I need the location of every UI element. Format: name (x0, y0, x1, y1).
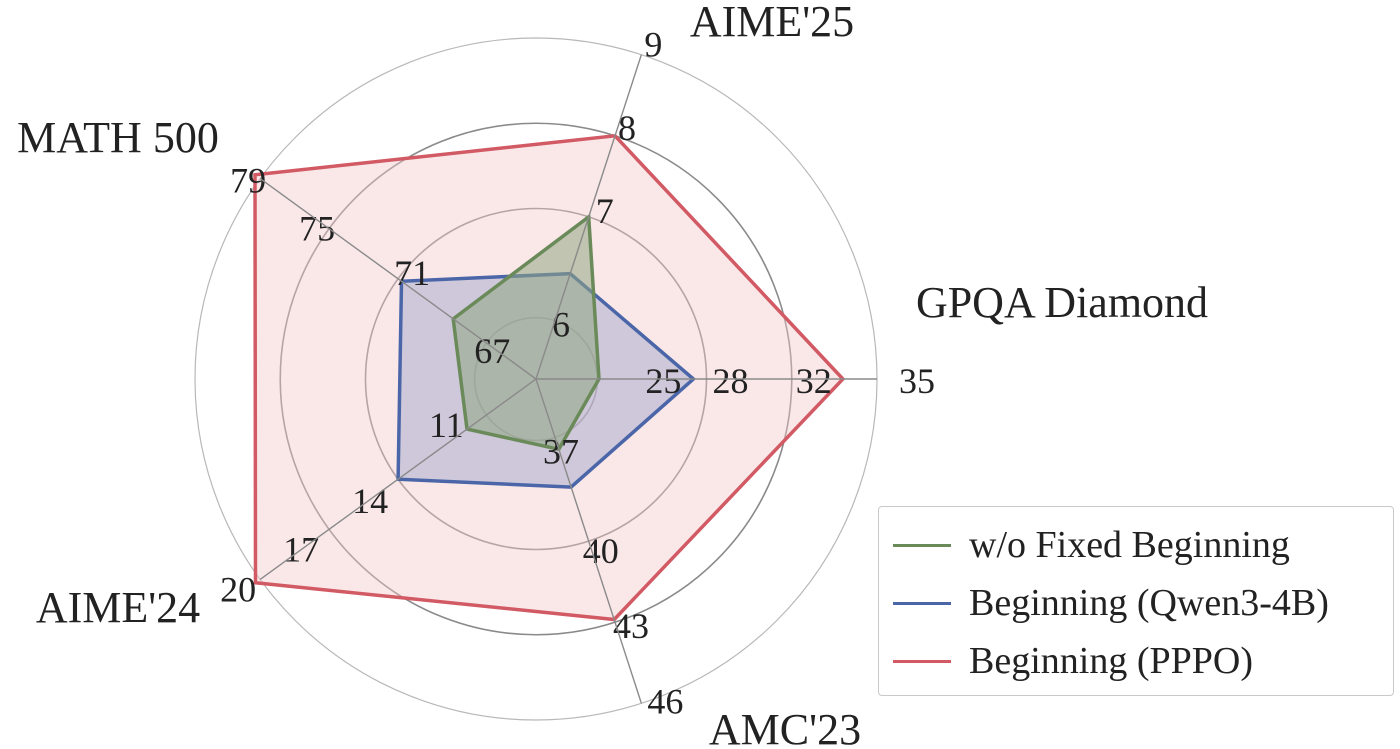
tick-label: 79 (230, 161, 266, 201)
tick-label: 40 (583, 531, 619, 571)
axis-spoke (259, 378, 537, 581)
radar-axis-labels: GPQA Diamond AIME'25 MATH 500 AIME'24 AMC'23 (17, 0, 1208, 749)
axis-spoke (535, 378, 643, 704)
axis-spoke (259, 177, 537, 380)
tick-label: 8 (618, 108, 636, 148)
tick-label: 11 (429, 405, 464, 445)
tick-label: 43 (613, 606, 649, 646)
tick-label: 6 (552, 305, 570, 345)
axis-label: AMC'23 (709, 705, 861, 749)
tick-label: 67 (474, 331, 510, 371)
tick-label: 32 (796, 361, 832, 401)
radar-series (253, 133, 846, 622)
legend-label: w/o Fixed Beginning (969, 524, 1290, 566)
tick-label: 14 (352, 481, 388, 521)
chart-legend: w/o Fixed Beginning Beginning (Qwen3-4B)… (878, 506, 1394, 696)
tick-label: 71 (394, 253, 430, 293)
tick-label: 28 (713, 361, 749, 401)
tick-label: 46 (647, 681, 683, 721)
legend-label: Beginning (Qwen3-4B) (969, 582, 1329, 624)
axis-label: AIME'24 (36, 583, 200, 632)
tick-label: 35 (899, 361, 935, 401)
tick-label: 20 (220, 569, 256, 609)
tick-label: 7 (596, 191, 614, 231)
legend-label: Beginning (PPPO) (969, 640, 1253, 682)
series-green-polygon (451, 213, 601, 452)
axis-label: GPQA Diamond (916, 278, 1208, 327)
legend-swatch (893, 543, 951, 547)
legend-swatch (893, 659, 951, 663)
tick-label: 25 (645, 361, 681, 401)
radar-ticks: 252832356789677175791114172037404346 (220, 25, 935, 722)
axis-label: AIME'25 (690, 0, 854, 46)
legend-swatch (893, 601, 951, 605)
legend-item: w/o Fixed Beginning (879, 515, 1290, 575)
tick-label: 37 (543, 431, 579, 471)
axis-label: MATH 500 (17, 113, 219, 162)
legend-item: Beginning (PPPO) (879, 631, 1253, 691)
tick-label: 9 (644, 25, 662, 65)
legend-item: Beginning (Qwen3-4B) (879, 573, 1329, 633)
axis-spoke (535, 54, 643, 380)
